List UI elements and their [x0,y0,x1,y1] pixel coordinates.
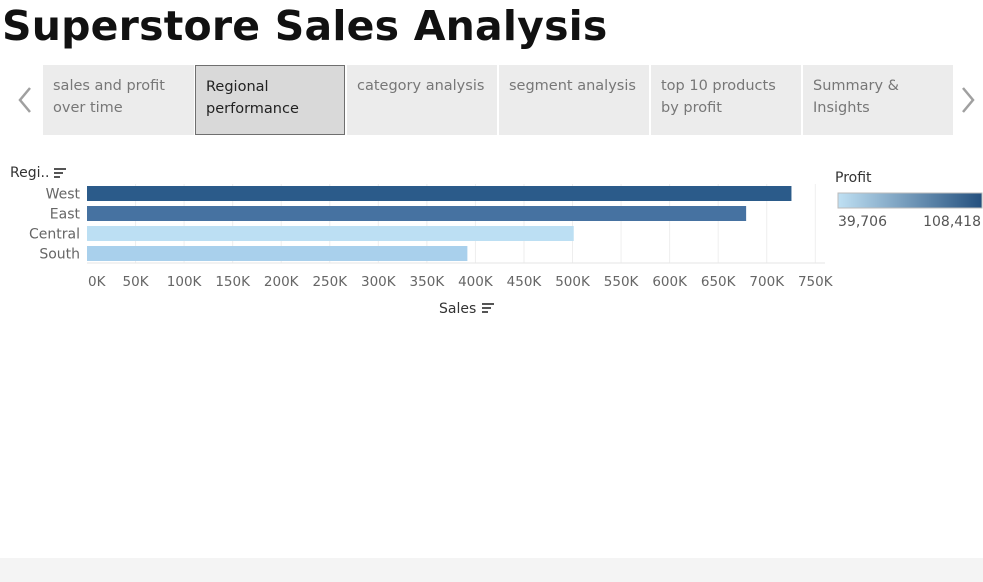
x-tick-label: 200K [264,274,300,290]
x-tick-label: 500K [555,274,591,290]
tab-category-analysis[interactable]: category analysis [347,65,497,135]
x-axis-label: Sales [439,301,476,317]
tab-regional-performance[interactable]: Regional performance [195,65,345,135]
category-label-south: South [39,247,80,263]
x-tick-label: 600K [652,274,688,290]
category-label-east: East [50,207,81,223]
x-tick-labels: 0K 50K 100K 150K 200K 250K 300K 350K 400K 450K 500… [88,274,834,290]
bar-central[interactable] [87,226,574,241]
bar-south[interactable] [87,246,468,261]
x-tick-label: 100K [167,274,203,290]
tab-label: category analysis [357,78,485,94]
chevron-left-icon [18,87,31,113]
category-labels: West East Central South [29,187,80,263]
regional-sales-chart: West East Central South 0K 50K 100K 150K 200K 25… [0,150,983,330]
tab-sales-and-profit-over-time[interactable]: sales and profit over time [43,65,194,135]
bar-chart-svg: West East Central South 0K 50K 100K 150K 200K 25… [10,165,983,317]
tab-label: top 10 products by profit [661,78,776,116]
tabs-next-button[interactable] [958,84,980,116]
x-tick-label: 550K [604,274,640,290]
tab-label: segment analysis [509,78,636,94]
x-tick-label: 350K [410,274,446,290]
tab-summary-and-insights[interactable]: Summary & Insights [803,65,953,135]
category-label-central: Central [29,227,80,243]
legend-color-ramp [837,192,983,209]
legend-max-label: 108,418 [923,214,981,230]
tab-label: sales and profit over time [53,78,165,116]
x-tick-label: 300K [361,274,397,290]
category-label-west: West [46,187,81,203]
x-tick-label: 150K [215,274,251,290]
sort-icon[interactable] [54,168,66,178]
legend-min-label: 39,706 [838,214,887,230]
x-tick-label: 0K [88,274,107,290]
sort-icon[interactable] [482,303,494,313]
tabs-prev-button[interactable] [15,84,37,116]
x-tick-label: 400K [458,274,494,290]
y-axis-header: Regi.. [10,165,49,181]
x-tick-label: 450K [507,274,543,290]
tab-segment-analysis[interactable]: segment analysis [499,65,649,135]
x-tick-label: 250K [312,274,348,290]
x-tick-label: 700K [749,274,785,290]
x-tick-label: 750K [798,274,834,290]
legend-title: Profit [835,170,872,186]
tab-label: Regional performance [206,79,299,117]
tab-top-10-products-by-profit[interactable]: top 10 products by profit [651,65,801,135]
bar-east[interactable] [87,206,747,221]
bars [87,186,792,261]
page-title: Superstore Sales Analysis [2,2,608,50]
chevron-right-icon [962,87,975,113]
footer-bar [0,558,983,582]
tab-label: Summary & Insights [813,78,899,116]
x-tick-label: 650K [701,274,737,290]
x-tick-label: 50K [123,274,150,290]
bar-west[interactable] [87,186,792,201]
